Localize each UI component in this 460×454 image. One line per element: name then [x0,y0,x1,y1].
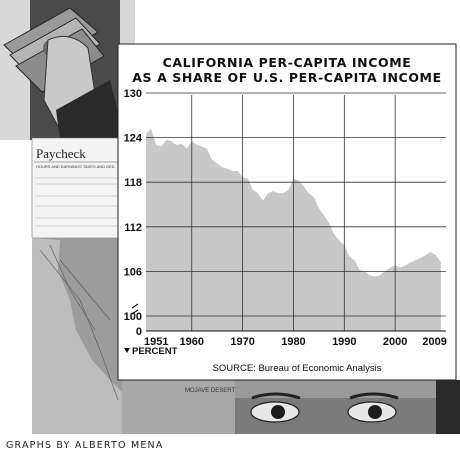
unit-label: PERCENT [124,346,178,357]
triangle-icon [124,348,130,353]
face-eyes-image [235,380,460,434]
y-tick-label: 124 [124,133,143,145]
axis-break-icon [131,303,139,315]
y-tick-label: 100 [124,311,142,323]
california-map-image: MOJAVE DESERT [32,238,270,434]
paycheck-document: Paycheck HOURS AND EARNINGS TAXES AND DE… [31,137,123,239]
x-tick-label: 1990 [332,336,356,348]
y-tick-label: 106 [124,266,142,278]
hand-image [43,35,125,140]
x-tick-label: 2000 [383,336,407,348]
chart-title-line-2: AS A SHARE OF U.S. PER-CAPITA INCOME [132,70,441,85]
x-tick-label: 1960 [180,336,204,348]
source-note: SOURCE: Bureau of Economic Analysis [213,363,382,374]
chart-title-line-1: CALIFORNIA PER-CAPITA INCOME [163,55,412,70]
y-tick-label-zero: 0 [136,326,142,338]
x-tick-label: 1980 [281,336,305,348]
graph-credit: GRAPHS BY ALBERTO MENA [6,440,164,451]
paycheck-subheader: HOURS AND EARNINGS TAXES AND DED [36,164,115,169]
paycheck-title: Paycheck [36,146,86,161]
y-unit-label: PERCENT [132,346,178,357]
y-tick-label: 112 [124,222,142,234]
x-tick-label: 2009 [422,336,446,348]
chart-collage: Paycheck HOURS AND EARNINGS TAXES AND DE… [0,0,460,434]
x-tick-label: 1970 [230,336,254,348]
y-tick-label: 130 [124,88,142,100]
chart-title: CALIFORNIA PER-CAPITA INCOME AS A SHARE … [132,55,441,85]
x-tick-label: 1951 [144,336,168,348]
mojave-desert-label: MOJAVE DESERT [185,388,235,394]
y-tick-label: 118 [124,177,142,189]
